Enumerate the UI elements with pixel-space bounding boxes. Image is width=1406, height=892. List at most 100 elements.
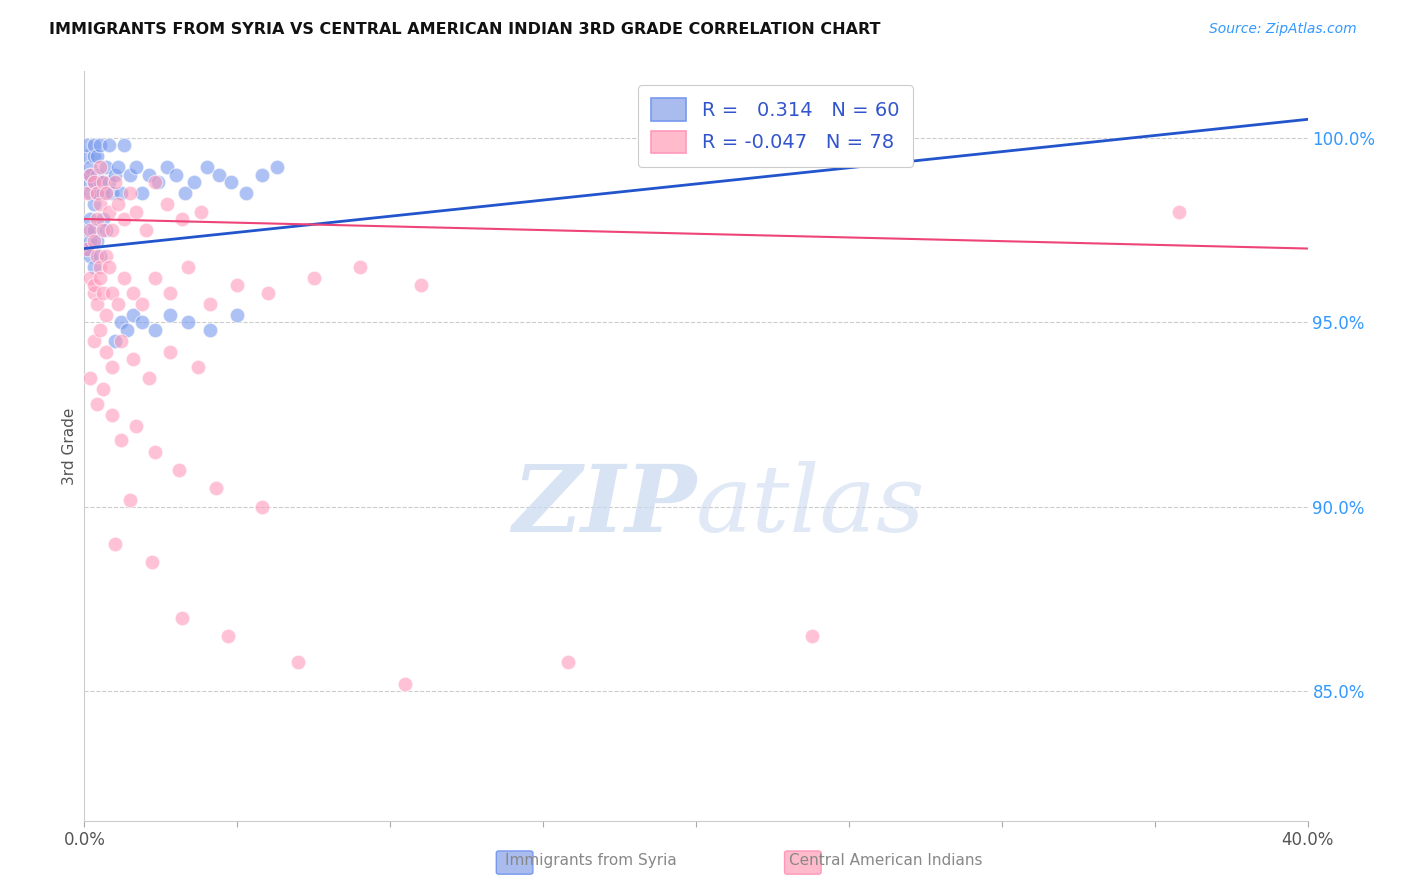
Point [79, 161, 101, 175]
Point [250, 168, 273, 182]
Point [208, 168, 231, 182]
Point [97, 138, 120, 153]
Point [76, 242, 98, 256]
Point [186, 359, 208, 374]
Point [94, 223, 117, 237]
Point [83, 149, 105, 163]
Point [394, 677, 416, 691]
Point [120, 492, 142, 507]
Point [174, 186, 197, 201]
Point [76, 223, 98, 237]
Point [110, 315, 132, 329]
Point [83, 278, 105, 293]
Text: Immigrants from Syria: Immigrants from Syria [505, 854, 676, 868]
Point [79, 212, 101, 227]
Point [190, 204, 212, 219]
Point [76, 138, 98, 153]
Point [165, 168, 187, 182]
Point [89, 138, 111, 153]
Point [195, 161, 218, 175]
Point [86, 212, 108, 227]
Point [89, 323, 111, 337]
Point [97, 204, 120, 219]
Point [115, 323, 138, 337]
Point [172, 212, 194, 227]
Point [177, 260, 200, 274]
Point [156, 197, 179, 211]
Point [110, 334, 132, 348]
Point [101, 186, 124, 201]
Point [112, 212, 135, 227]
Point [104, 537, 127, 551]
Point [167, 463, 190, 477]
Point [141, 555, 163, 569]
Point [83, 175, 105, 189]
Point [89, 249, 111, 263]
Point [159, 285, 181, 300]
Point [83, 197, 105, 211]
Point [257, 285, 280, 300]
Point [107, 297, 129, 311]
Point [76, 242, 98, 256]
Point [183, 175, 205, 189]
Text: ZIP: ZIP [512, 461, 696, 551]
Point [89, 260, 111, 274]
Text: Central American Indians: Central American Indians [789, 854, 983, 868]
Point [198, 323, 221, 337]
Point [226, 308, 249, 322]
Point [205, 482, 228, 496]
Point [135, 223, 157, 237]
Point [76, 186, 98, 201]
Point [104, 168, 127, 182]
Point [177, 315, 200, 329]
Point [302, 271, 325, 285]
Point [266, 161, 288, 175]
Point [125, 204, 148, 219]
Point [79, 168, 101, 182]
Point [79, 271, 101, 285]
Point [97, 175, 120, 189]
Point [79, 234, 101, 248]
Point [107, 161, 129, 175]
Point [83, 138, 105, 153]
Point [217, 629, 239, 643]
Point [120, 186, 142, 201]
Point [235, 186, 257, 201]
Point [143, 175, 166, 189]
Point [91, 223, 114, 237]
Point [101, 285, 124, 300]
Point [172, 610, 194, 624]
Point [159, 308, 181, 322]
Point [79, 249, 101, 263]
Point [83, 260, 105, 274]
Text: IMMIGRANTS FROM SYRIA VS CENTRAL AMERICAN INDIAN 3RD GRADE CORRELATION CHART: IMMIGRANTS FROM SYRIA VS CENTRAL AMERICA… [49, 22, 880, 37]
Point [86, 186, 108, 201]
Point [104, 334, 127, 348]
Point [143, 271, 166, 285]
Point [219, 175, 242, 189]
Point [101, 223, 124, 237]
Point [79, 168, 101, 182]
Point [125, 161, 148, 175]
Point [125, 418, 148, 433]
Point [83, 175, 105, 189]
Point [83, 234, 105, 248]
Text: Source: ZipAtlas.com: Source: ZipAtlas.com [1209, 22, 1357, 37]
Point [91, 382, 114, 396]
Point [122, 285, 145, 300]
Point [1168, 204, 1191, 219]
Point [138, 370, 160, 384]
Point [131, 186, 153, 201]
Point [86, 234, 108, 248]
Point [349, 260, 371, 274]
Point [83, 223, 105, 237]
Point [86, 396, 108, 410]
Point [94, 161, 117, 175]
Point [557, 655, 579, 669]
Point [226, 278, 249, 293]
Point [97, 260, 120, 274]
Point [131, 297, 153, 311]
Point [122, 352, 145, 367]
Point [120, 168, 142, 182]
Point [250, 500, 273, 514]
